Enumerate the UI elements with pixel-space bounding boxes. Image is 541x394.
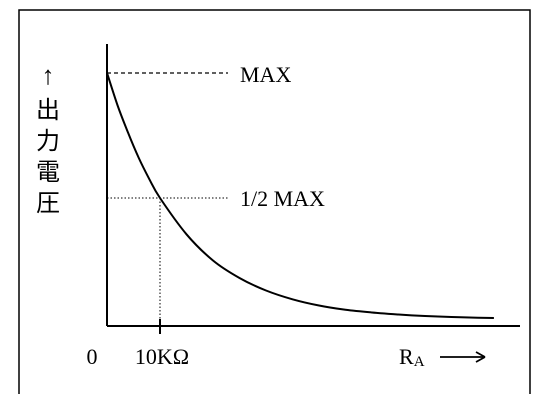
max-label: MAX	[240, 62, 291, 87]
half-max-label: 1/2 MAX	[240, 186, 325, 211]
frame-border	[18, 9, 531, 394]
x-axis-arrow-head	[475, 351, 486, 363]
y-axis-label-char: 圧	[36, 191, 60, 217]
x-tick-label-origin: 0	[87, 344, 98, 369]
y-axis-label-char: 力	[36, 128, 60, 155]
y-axis-arrow: ↑	[42, 61, 55, 90]
x-axis-label-main: R	[399, 344, 414, 369]
y-axis-label-char: 電	[36, 160, 60, 186]
y-axis-label-char: 出	[36, 97, 60, 124]
decay-curve	[106, 72, 494, 319]
x-tick-label-10k: 10KΩ	[135, 344, 189, 369]
x-axis-label: RA	[399, 344, 425, 370]
x-axis-label-subscript: A	[414, 354, 425, 370]
